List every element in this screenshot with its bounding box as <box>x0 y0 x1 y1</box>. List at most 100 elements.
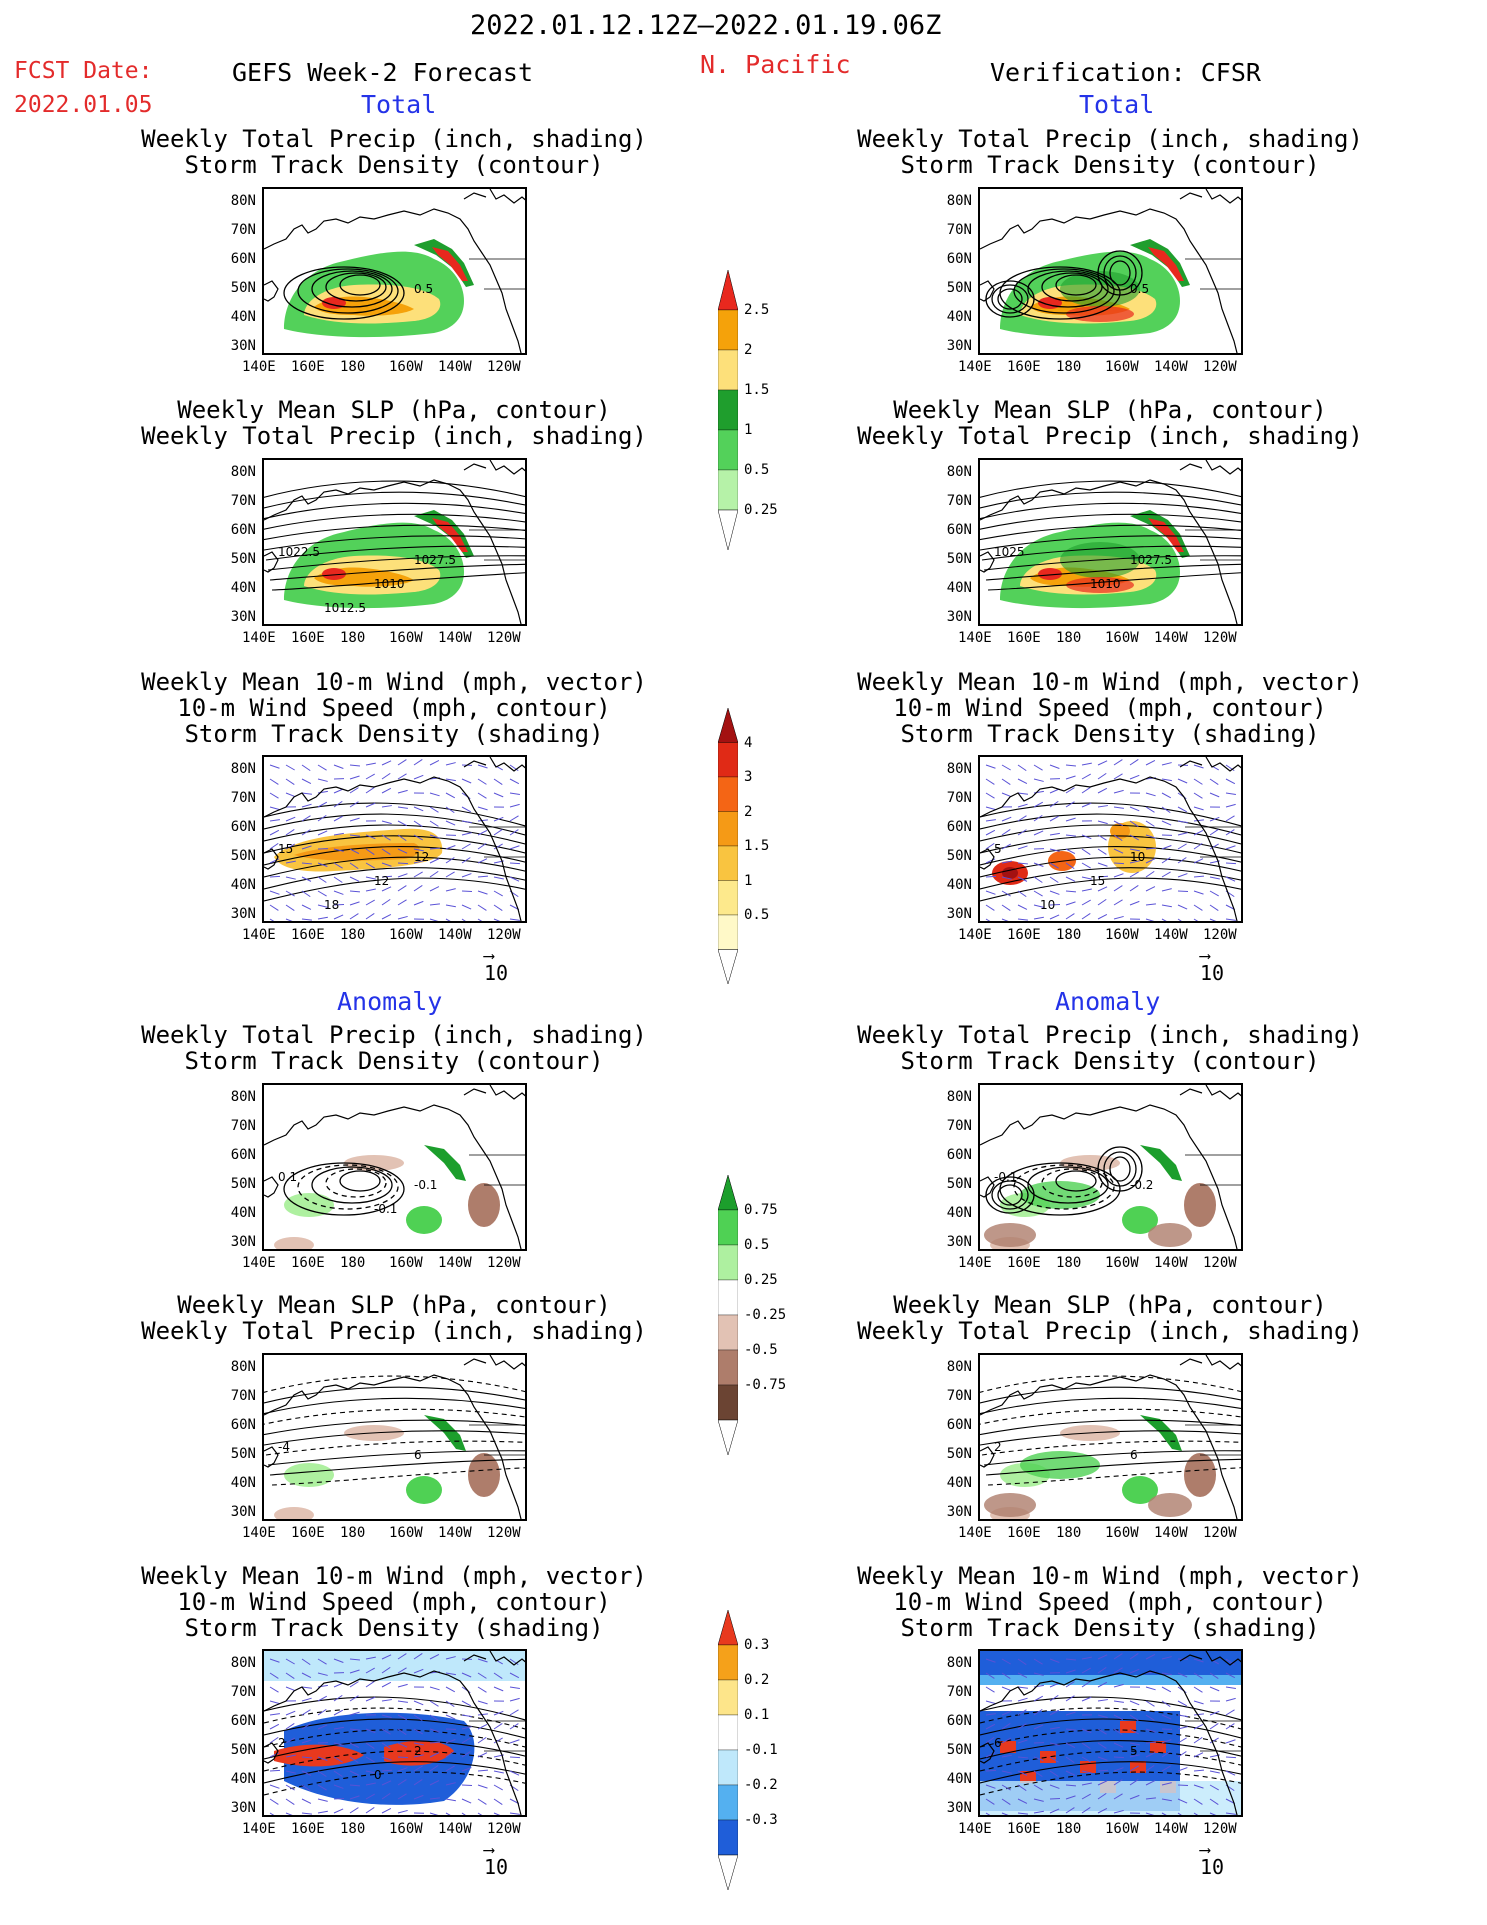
contour-label: 15 <box>1090 874 1105 888</box>
contour-label: 12 <box>414 850 429 864</box>
total-label-right: Total <box>1079 90 1155 119</box>
map-panel-r2c0: 12 15 12 18 <box>262 755 527 923</box>
colorbar-segment <box>717 880 739 916</box>
contour-label: 10 <box>1040 898 1055 912</box>
lon-label: 180 <box>340 1255 366 1271</box>
lat-label: 70N <box>946 222 972 238</box>
lat-label: 70N <box>230 790 256 806</box>
colorbar-label: 0.1 <box>744 1707 770 1723</box>
lon-label: 160E <box>291 927 325 943</box>
contour-label: 1010 <box>1090 577 1121 591</box>
fcst-date-value: 2022.01.05 <box>14 92 153 118</box>
colorbar-label: -0.1 <box>744 1742 778 1758</box>
lat-label: 30N <box>230 906 256 922</box>
contour-label: 2 <box>414 1744 422 1758</box>
colorbar-segment <box>717 742 739 778</box>
colorbar-label: 4 <box>744 734 753 751</box>
colorbar-cap <box>717 1174 739 1211</box>
contour-label: 5 <box>994 842 1002 856</box>
contour-label: -0.1 <box>994 1170 1017 1184</box>
map-svg: 56 <box>980 1651 1241 1815</box>
colorbar-cap <box>717 1609 739 1646</box>
lat-label: 40N <box>946 1475 972 1491</box>
panel-title-line: Storm Track Density (contour) <box>184 151 604 179</box>
colorbar-segment <box>717 1714 739 1751</box>
lat-label: 60N <box>230 1417 256 1433</box>
lat-label: 40N <box>230 1205 256 1221</box>
panel-title-line: Storm Track Density (contour) <box>900 1047 1320 1075</box>
lon-label: 120W <box>487 630 521 646</box>
colorbar-label: -0.25 <box>744 1307 787 1323</box>
panel-title-line: Weekly Mean 10-m Wind (mph, vector) <box>857 668 1363 696</box>
lon-label: 180 <box>340 630 366 646</box>
lon-label: 140W <box>1154 630 1188 646</box>
vector-reference-value: 10 <box>1200 1855 1225 1879</box>
lat-label: 30N <box>946 1800 972 1816</box>
colorbar-label: 0.25 <box>744 502 778 518</box>
colorbar-anom_precip <box>717 1174 739 1469</box>
lon-label: 160W <box>389 1821 423 1837</box>
lat-label: 60N <box>230 1147 256 1163</box>
lat-label: 60N <box>946 1417 972 1433</box>
lon-label: 140W <box>1154 1525 1188 1541</box>
lon-label: 180 <box>1056 1525 1082 1541</box>
colorbar-segment <box>717 1314 739 1351</box>
map-panel-r1c1: 1027.5 1025 1010 <box>978 458 1243 626</box>
lon-label: 140E <box>958 927 992 943</box>
vector-reference-value: 10 <box>1200 961 1225 985</box>
colorbar-label: 1.5 <box>744 838 770 854</box>
lat-label: 80N <box>230 761 256 777</box>
lon-label: 180 <box>1056 1255 1082 1271</box>
colorbar-label: 3 <box>744 769 753 785</box>
lon-label: 180 <box>1056 359 1082 375</box>
lon-label: 140W <box>1154 927 1188 943</box>
map-svg: 1027.5 1025 1010 <box>980 460 1241 624</box>
lat-label: 80N <box>230 1359 256 1375</box>
vector-reference-value: 10 <box>484 1855 509 1879</box>
vector-reference: ⟶ 10 <box>1200 948 1225 986</box>
colorbar-label: 2 <box>744 803 753 820</box>
panel-title-line: Weekly Total Precip (inch, shading) <box>857 1317 1363 1345</box>
colorbar-label: 0.2 <box>744 1672 770 1688</box>
panel-title-r2c0: Weekly Mean 10-m Wind (mph, vector) 10-m … <box>94 669 694 747</box>
map-panel-r3c0: -0.1 0.1 -0.1 <box>262 1083 527 1251</box>
lat-label: 60N <box>946 819 972 835</box>
lon-label: 140E <box>958 630 992 646</box>
panel-title-line: Weekly Mean SLP (hPa, contour) <box>893 396 1327 424</box>
map-panel-r2c1: 10 5 15 10 <box>978 755 1243 923</box>
colorbar-cap <box>717 707 739 743</box>
colorbar-cap <box>717 1419 739 1456</box>
verification-title: Verification: CFSR <box>990 58 1261 87</box>
vector-arrow-icon: ⟶ <box>484 946 494 965</box>
colorbar-segment <box>717 349 739 391</box>
panel-title-line: Weekly Mean SLP (hPa, contour) <box>177 1291 611 1319</box>
lat-label: 80N <box>946 1089 972 1105</box>
colorbar-label: -0.5 <box>744 1342 778 1358</box>
colorbar-segment <box>717 1784 739 1821</box>
fcst-date-label: FCST Date: <box>14 58 153 84</box>
colorbar-cap <box>717 1854 739 1891</box>
map-panel-r1c0: 1027.5 1022.5 1010 1012.5 <box>262 458 527 626</box>
lat-label: 70N <box>946 1118 972 1134</box>
lon-label: 160W <box>1105 927 1139 943</box>
colorbar-label: 1.5 <box>744 382 770 398</box>
map-panel-r5c0: 2 2 0 <box>262 1649 527 1817</box>
panel-title-line: Weekly Mean SLP (hPa, contour) <box>893 1291 1327 1319</box>
lat-label: 50N <box>946 280 972 296</box>
colorbar-segment <box>717 309 739 351</box>
panel-title-line: Weekly Total Precip (inch, shading) <box>857 125 1363 153</box>
lon-label: 140E <box>242 927 276 943</box>
colorbar-segment <box>717 1209 739 1246</box>
lat-label: 80N <box>946 193 972 209</box>
colorbar-label: 0.25 <box>744 1272 778 1288</box>
date-range-title: 2022.01.12.12Z–2022.01.19.06Z <box>470 10 942 41</box>
lat-label: 70N <box>946 790 972 806</box>
colorbar-segment <box>717 1244 739 1281</box>
map-svg: -0.1 0.1 -0.1 <box>264 1085 525 1249</box>
lat-label: 30N <box>946 1234 972 1250</box>
panel-title-line: Weekly Total Precip (inch, shading) <box>857 422 1363 450</box>
panel-title-r4c1: Weekly Mean SLP (hPa, contour) Weekly Tot… <box>810 1292 1410 1344</box>
lon-label: 120W <box>1203 927 1237 943</box>
lon-label: 120W <box>1203 630 1237 646</box>
